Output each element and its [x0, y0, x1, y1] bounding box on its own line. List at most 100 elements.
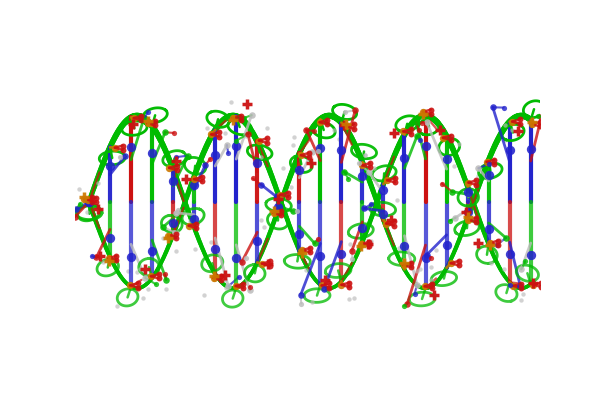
Point	[406, 260, 416, 266]
Point	[105, 234, 115, 241]
Point	[406, 264, 416, 270]
Point	[242, 132, 251, 139]
Point	[421, 255, 430, 261]
Point	[171, 235, 181, 241]
Point	[493, 238, 502, 244]
Point	[427, 254, 436, 261]
Point	[147, 248, 157, 254]
Point	[349, 126, 359, 132]
Point	[482, 159, 491, 165]
Point	[200, 162, 210, 168]
Point	[139, 294, 148, 301]
Point	[92, 254, 101, 261]
Point	[307, 299, 316, 306]
Point	[263, 261, 272, 268]
Point	[94, 179, 103, 186]
Point	[132, 269, 142, 275]
Point	[288, 142, 298, 148]
Point	[454, 262, 463, 268]
Point	[527, 118, 537, 125]
Point	[76, 200, 85, 207]
Point	[172, 247, 181, 254]
Point	[259, 224, 269, 230]
Point	[472, 177, 481, 184]
Point	[161, 286, 171, 293]
Point	[222, 142, 232, 148]
Point	[277, 208, 286, 214]
Point	[214, 133, 224, 140]
Point	[296, 152, 306, 158]
Point	[536, 114, 546, 120]
Point	[360, 152, 370, 158]
Point	[339, 168, 349, 175]
Point	[526, 146, 536, 152]
Point	[349, 121, 359, 128]
Point	[418, 111, 428, 118]
Point	[206, 131, 216, 138]
Point	[253, 160, 262, 166]
Point	[245, 287, 254, 294]
Point	[365, 160, 374, 166]
Point	[298, 247, 307, 253]
Point	[295, 167, 304, 174]
Point	[484, 161, 494, 167]
Point	[341, 123, 351, 130]
Point	[464, 217, 473, 223]
Point	[418, 120, 427, 126]
Point	[382, 177, 392, 184]
Point	[104, 255, 113, 261]
Point	[171, 158, 181, 164]
Point	[325, 280, 334, 286]
Point	[104, 257, 113, 264]
Point	[146, 273, 156, 280]
Point	[390, 179, 400, 186]
Point	[262, 125, 272, 131]
Point	[485, 240, 495, 246]
Point	[426, 111, 436, 117]
Point	[421, 143, 430, 149]
Point	[234, 274, 244, 280]
Point	[137, 113, 146, 119]
Point	[426, 277, 436, 283]
Point	[360, 152, 370, 159]
Point	[514, 128, 523, 134]
Point	[247, 112, 256, 118]
Point	[84, 199, 94, 205]
Point	[269, 210, 278, 216]
Point	[429, 292, 439, 298]
Point	[347, 247, 357, 254]
Point	[289, 134, 299, 140]
Point	[406, 130, 416, 137]
Point	[337, 282, 346, 288]
Point	[535, 123, 545, 130]
Point	[140, 266, 150, 272]
Point	[379, 187, 388, 194]
Point	[392, 197, 401, 203]
Point	[344, 284, 354, 290]
Point	[464, 179, 473, 186]
Point	[319, 286, 329, 293]
Point	[329, 126, 338, 133]
Point	[313, 148, 323, 154]
Point	[262, 135, 271, 142]
Point	[364, 240, 373, 247]
Point	[533, 113, 542, 119]
Point	[237, 259, 247, 265]
Point	[399, 262, 409, 268]
Point	[508, 283, 518, 289]
Point	[386, 217, 395, 223]
Point	[403, 300, 412, 307]
Point	[463, 189, 472, 195]
Point	[379, 210, 388, 217]
Point	[399, 303, 409, 309]
Point	[137, 117, 146, 124]
Point	[454, 140, 463, 147]
Point	[322, 278, 332, 284]
Point	[217, 277, 226, 283]
Point	[365, 164, 374, 171]
Point	[158, 224, 168, 230]
Point	[438, 134, 448, 141]
Point	[87, 198, 97, 205]
Point	[126, 144, 136, 150]
Point	[169, 229, 178, 235]
